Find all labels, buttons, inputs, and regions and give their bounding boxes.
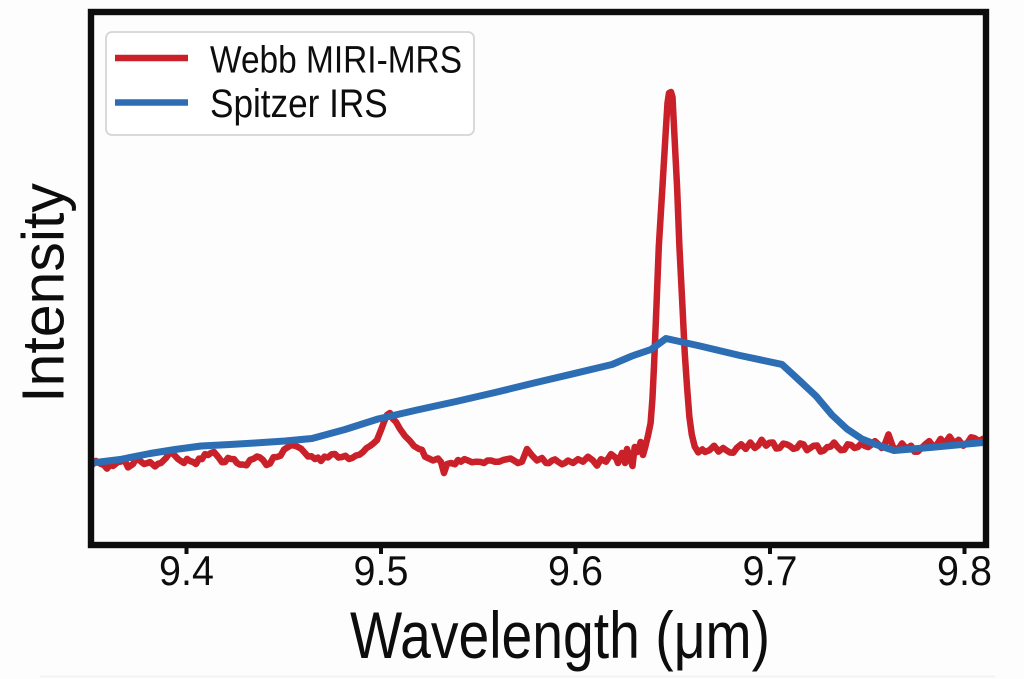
svg-text:9.4: 9.4	[159, 547, 214, 594]
svg-text:9.6: 9.6	[548, 547, 603, 594]
svg-text:9.8: 9.8	[937, 547, 992, 594]
svg-text:Wavelength (μm): Wavelength (μm)	[350, 598, 770, 672]
svg-text:9.5: 9.5	[354, 547, 409, 594]
svg-text:Spitzer IRS: Spitzer IRS	[210, 81, 388, 125]
svg-text:Intensity: Intensity	[11, 183, 77, 403]
svg-text:9.7: 9.7	[743, 547, 798, 594]
svg-text:Webb MIRI-MRS: Webb MIRI-MRS	[210, 38, 462, 80]
